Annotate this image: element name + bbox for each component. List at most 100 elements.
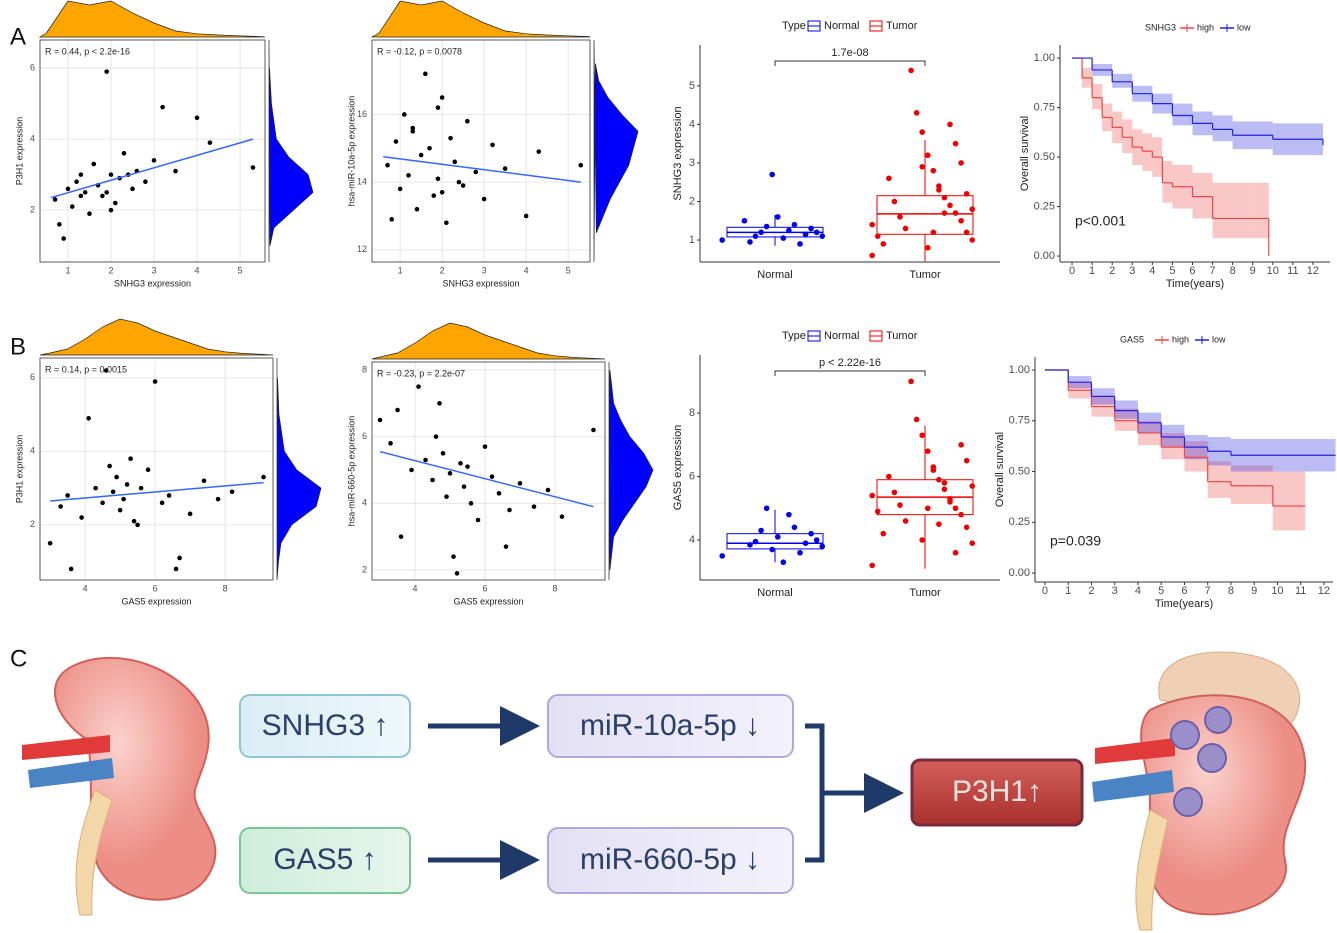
x-axis-label: GAS5 expression (453, 596, 523, 606)
y-tick-label: 0.00 (1009, 567, 1030, 579)
point (936, 476, 942, 483)
artery (22, 735, 110, 760)
y-tick-label: 4 (30, 133, 35, 143)
point (79, 515, 84, 520)
point (719, 237, 725, 243)
x-tick-label: 4 (83, 583, 88, 593)
point (397, 186, 403, 192)
point (924, 152, 931, 159)
y-tick-label: 0.25 (1009, 516, 1030, 528)
ci-band (1172, 103, 1193, 126)
point (741, 217, 748, 224)
point (87, 211, 92, 216)
point (969, 540, 976, 546)
fit-line (50, 481, 264, 502)
ci-band (1207, 461, 1231, 498)
point (82, 190, 88, 195)
point (74, 179, 79, 185)
point (869, 221, 875, 228)
x-density (370, 0, 591, 38)
y-tick-label: 2 (362, 564, 367, 574)
legend-title: Type (782, 330, 806, 342)
point (819, 543, 826, 550)
plot-background (40, 358, 273, 580)
point (187, 511, 193, 517)
ci-band (1114, 408, 1138, 431)
point (578, 162, 584, 168)
y-tick-label: 16 (357, 109, 367, 119)
y-tick-label: 0.25 (1034, 200, 1055, 212)
annotation: R = -0.12, p = 0.0078 (377, 46, 462, 56)
x-tick-label: 11 (1287, 265, 1298, 277)
point (791, 221, 798, 228)
x-tick-label: 2 (440, 265, 445, 275)
legend-title: SNHG3 (1145, 22, 1176, 32)
point (93, 485, 98, 491)
point (941, 210, 948, 216)
point (135, 522, 140, 528)
ureter (1135, 809, 1169, 931)
point (908, 378, 914, 385)
fit-line (383, 156, 581, 183)
point (880, 530, 887, 537)
x-tick-label: 6 (1181, 585, 1187, 597)
legend-label: high (1172, 334, 1189, 344)
point (763, 505, 770, 512)
point (874, 233, 881, 239)
point (414, 206, 420, 212)
x-density (38, 0, 266, 38)
point (207, 140, 213, 145)
point (389, 217, 395, 222)
point (52, 197, 58, 202)
x-tick-label: 6 (1189, 265, 1195, 277)
point (886, 175, 892, 182)
point (100, 500, 105, 506)
point (952, 140, 959, 147)
ci-band (1254, 465, 1273, 505)
x-tick-label: 1 (1065, 585, 1071, 597)
point (107, 463, 112, 469)
point (523, 213, 529, 219)
point (919, 432, 926, 439)
panel-label: C (10, 645, 27, 672)
point (460, 183, 466, 188)
point (502, 166, 508, 171)
point (461, 484, 467, 489)
point (958, 442, 964, 448)
point (791, 524, 798, 531)
y-axis-label: SNHG3 expression (672, 106, 684, 200)
point (869, 562, 875, 569)
node-label: SNHG3 ↑ (262, 709, 389, 742)
ci-band (1232, 182, 1253, 239)
y-tick-label: 0.50 (1009, 465, 1030, 477)
x-tick-label: 1 (1089, 265, 1095, 277)
plot-border (39, 357, 274, 581)
node-box (547, 827, 794, 894)
point (152, 379, 158, 384)
point (47, 540, 53, 546)
point (131, 518, 137, 524)
point (143, 179, 148, 185)
point (112, 200, 118, 206)
point (517, 481, 523, 486)
point (503, 544, 509, 549)
x-tick-label: 12 (1318, 585, 1330, 597)
legend-title: GAS5 (1120, 334, 1144, 344)
point (489, 474, 495, 479)
point (891, 489, 898, 496)
x-tick-label: 11 (1295, 585, 1306, 597)
point (952, 549, 959, 556)
point (902, 225, 909, 232)
x-tick-label: 7 (1210, 265, 1216, 277)
point (786, 227, 792, 234)
point (769, 171, 776, 178)
x-tick-label: 8 (1230, 265, 1236, 277)
y-tick-label: 2 (30, 519, 35, 529)
panel-label: A (10, 23, 26, 50)
y-tick-label: 1.00 (1034, 52, 1055, 64)
point (930, 467, 937, 473)
ci-band (1212, 182, 1233, 239)
node-box (239, 827, 411, 894)
legend-label: Tumor (886, 330, 918, 342)
